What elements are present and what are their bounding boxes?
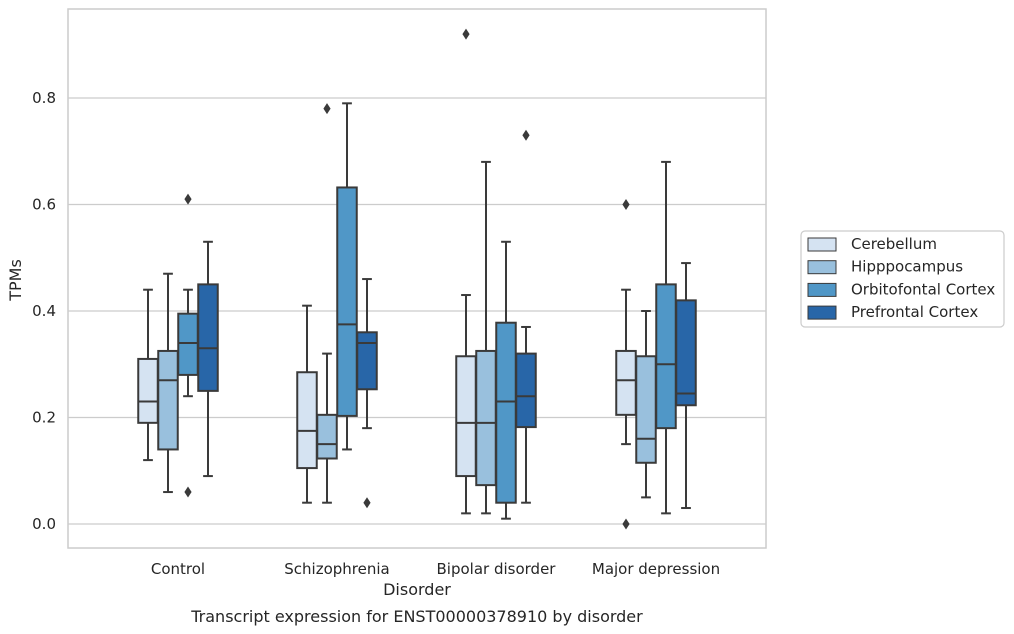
y-axis-ticks: 0.0 0.2 0.4 0.6 0.8 [32,89,56,533]
y-tick-label: 0.4 [32,302,56,320]
outlier-point [622,518,630,530]
box-orbitofontal-cortex-control [177,193,199,498]
box-prefrontal-cortex-schizophrenia [356,278,378,509]
outlier-point [522,129,530,141]
box-prefrontal-cortex-control [197,240,219,478]
box-orbitofontal-cortex-major-depression [655,160,677,515]
y-axis-label: TPMs [6,259,25,302]
y-tick-label: 0.8 [32,89,56,107]
box-hipppocampus-bipolar-disorder [475,160,497,515]
box-hipppocampus-control [157,272,179,494]
box-plot-series [137,28,697,530]
outlier-point [363,497,371,509]
box-iqr [137,357,159,424]
box-cerebellum-control [137,288,159,462]
y-tick-label: 0.6 [32,196,56,214]
box-iqr [356,331,378,391]
legend: Cerebellum Hipppocampus Orbitofontal Corte… [800,230,1005,328]
box-iqr [157,349,179,451]
box-orbitofontal-cortex-schizophrenia [336,102,358,451]
legend-label: Hipppocampus [851,258,963,276]
box-orbitofontal-cortex-bipolar-disorder [495,240,517,520]
box-iqr [336,186,358,417]
box-cerebellum-major-depression [615,199,637,530]
plot-area-frame [67,8,767,549]
legend-swatch [807,282,837,297]
outlier-point [622,199,630,210]
box-hipppocampus-schizophrenia [316,103,338,504]
legend-label: Prefrontal Cortex [851,303,978,321]
x-tick-label: Major depression [592,560,720,578]
outlier-point [184,486,192,498]
y-tick-label: 0.2 [32,409,56,427]
outlier-point [184,193,192,205]
box-prefrontal-cortex-major-depression [675,262,697,510]
legend-frame [800,230,1005,328]
box-cerebellum-bipolar-disorder [455,28,477,515]
box-hipppocampus-major-depression [635,310,657,499]
y-tick-label: 0.0 [32,515,56,533]
x-axis-ticks: Control Schizophrenia Bipolar disorder Majo… [151,560,720,578]
legend-swatch [807,237,837,252]
box-prefrontal-cortex-bipolar-disorder [515,129,537,504]
box-iqr [296,371,318,470]
x-tick-label: Control [151,560,205,578]
box-iqr [655,283,677,430]
x-axis-label: Disorder [383,580,451,599]
legend-swatch [807,260,837,275]
box-iqr [316,413,338,460]
box-iqr [475,349,497,487]
x-tick-label: Bipolar disorder [437,560,557,578]
chart-caption: Transcript expression for ENST0000037891… [190,607,643,626]
box-iqr [675,299,697,407]
box-iqr [615,349,637,416]
x-tick-label: Schizophrenia [284,560,389,578]
legend-label: Cerebellum [851,235,937,253]
legend-label: Orbitofontal Cortex [851,280,995,298]
outlier-point [462,28,470,40]
box-iqr [197,283,219,392]
box-iqr [455,355,477,478]
outlier-point [323,103,331,115]
box-iqr [177,312,199,376]
box-cerebellum-schizophrenia [296,304,318,504]
box-iqr [515,352,537,429]
legend-swatch [807,305,837,320]
box-iqr [495,321,517,504]
box-iqr [635,355,657,464]
